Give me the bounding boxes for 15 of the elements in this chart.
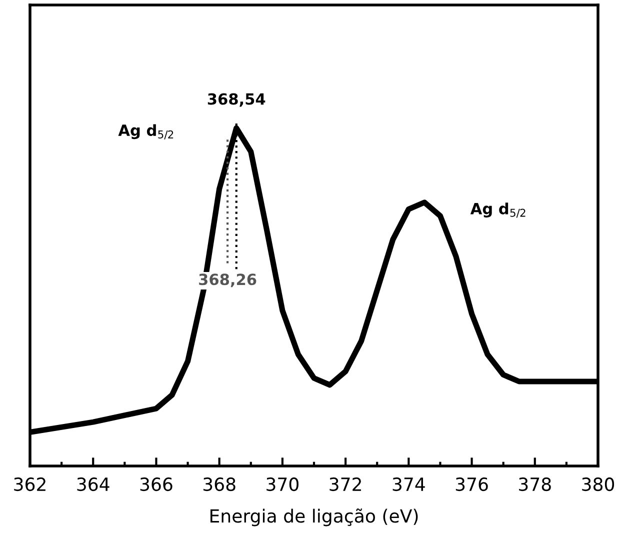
annotation: Ag d$_{5/2}$	[118, 124, 174, 140]
ref-line-label: 368,54	[208, 93, 266, 107]
ref-line-label: 368,26	[199, 274, 256, 288]
x-tick-label: 368	[203, 477, 236, 492]
x-tick-label: 380	[582, 477, 614, 492]
annotation: Ag d$_{5/2}$	[470, 202, 526, 218]
x-tick-label: 376	[456, 477, 488, 492]
x-tick-label: 362	[14, 477, 46, 492]
x-tick-label: 366	[140, 477, 172, 492]
x-axis-title: Energia de ligação (eV)	[210, 508, 418, 526]
x-tick-label: 364	[77, 477, 110, 492]
x-tick-label: 378	[519, 477, 551, 492]
x-tick-label: 370	[266, 477, 298, 492]
x-tick-label: 374	[392, 477, 425, 492]
x-tick-label: 372	[330, 477, 361, 492]
